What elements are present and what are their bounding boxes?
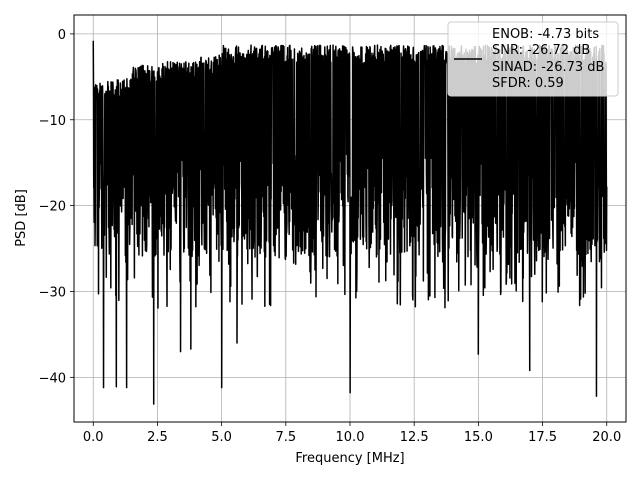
legend-enob: ENOB: -4.73 bits xyxy=(492,27,599,42)
y-tick-label: −30 xyxy=(39,285,66,300)
y-tick-label: 0 xyxy=(58,28,66,43)
x-axis-label: Frequency [MHz] xyxy=(295,451,404,466)
x-tick-label: 15.0 xyxy=(464,430,493,445)
x-tick-label: 7.5 xyxy=(275,430,296,445)
legend-sfdr: SFDR: 0.59 xyxy=(492,76,564,91)
psd-series-line xyxy=(92,40,608,405)
x-tick-label: 20.0 xyxy=(592,430,621,445)
y-tick-label: −20 xyxy=(39,200,66,215)
x-tick-label: 17.5 xyxy=(528,430,557,445)
x-tick-label: 12.5 xyxy=(400,430,429,445)
legend-box xyxy=(447,21,619,97)
legend: ENOB: -4.73 bits SNR: -26.72 dB SINAD: -… xyxy=(447,21,619,97)
x-tick-label: 0.0 xyxy=(83,430,104,445)
plot-area xyxy=(92,40,608,405)
x-tick-label: 5.0 xyxy=(211,430,232,445)
x-axis: 0.0 2.5 5.0 7.5 10.0 12.5 15.0 17.5 20.0 xyxy=(83,422,621,445)
y-tick-label: −10 xyxy=(39,114,66,129)
y-tick-label: −40 xyxy=(39,371,66,386)
x-tick-label: 10.0 xyxy=(336,430,365,445)
y-axis: 0 −10 −20 −30 −40 xyxy=(39,28,74,386)
y-axis-label: PSD [dB] xyxy=(14,189,29,247)
legend-snr: SNR: -26.72 dB xyxy=(492,43,590,58)
legend-sinad: SINAD: -26.73 dB xyxy=(492,60,604,75)
x-tick-label: 2.5 xyxy=(147,430,168,445)
